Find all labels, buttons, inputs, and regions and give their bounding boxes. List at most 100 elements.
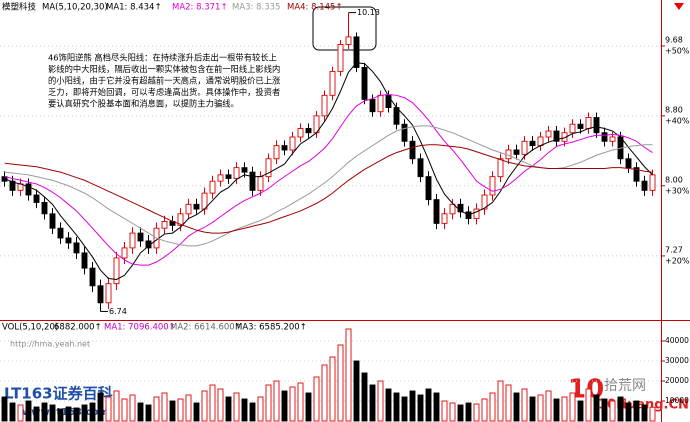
volume-bar <box>17 404 24 422</box>
volume-bar <box>617 396 624 422</box>
candle-body <box>593 117 600 134</box>
candle-body <box>401 123 408 142</box>
volume-bar <box>193 402 200 422</box>
moving-average-line <box>4 62 653 281</box>
candle-body <box>57 227 64 239</box>
volume-bar <box>553 398 560 422</box>
volume-legend: MA2: 6614.600↑ <box>170 323 242 333</box>
volume-bar <box>481 398 488 422</box>
y-tick-label: 9.68 <box>665 35 683 44</box>
annotation-text: 46饰阳逆熊 高档尽头阳线：在持续涨升后走出一根带有较长上 <box>48 53 277 63</box>
volume-bar <box>201 390 208 422</box>
volume-bar <box>73 407 80 422</box>
moving-average-line <box>4 144 653 234</box>
candle-body <box>121 247 128 259</box>
volume-bar <box>345 328 352 422</box>
candle-body <box>649 174 656 191</box>
volume-bar <box>137 402 144 422</box>
percent-label: +50% <box>665 46 690 55</box>
candle-body <box>97 285 104 304</box>
candle-body <box>193 203 200 210</box>
volume-bar <box>377 380 384 422</box>
volume-bar <box>97 392 104 422</box>
volume-bar <box>585 388 592 422</box>
candle-body <box>337 43 344 72</box>
legend-entry: MA4: 8.145↑ <box>287 3 343 13</box>
candle-body <box>185 203 192 215</box>
volume-bar <box>57 408 64 422</box>
volume-bar <box>81 404 88 422</box>
annotation-text: 要认真研究个股基本面和消息面，以提防主力骗线。 <box>48 99 239 109</box>
candle-body <box>105 283 112 304</box>
volume-bar <box>273 380 280 422</box>
volume-bar <box>505 384 512 422</box>
volume-bar <box>641 404 648 422</box>
candle-body <box>289 136 296 151</box>
volume-bar <box>209 384 216 422</box>
volume-bar <box>425 388 432 422</box>
volume-bar <box>577 400 584 422</box>
volume-title: VOL(5,10,20) <box>2 323 58 333</box>
candle-body <box>481 194 488 210</box>
volume-bar <box>129 394 136 422</box>
candle-body <box>385 94 392 109</box>
candle-body <box>529 140 536 147</box>
volume-bar <box>393 392 400 422</box>
volume-bar <box>105 396 112 422</box>
candle-body <box>305 128 312 134</box>
candle-body <box>473 208 480 220</box>
volume-bar <box>337 344 344 422</box>
candle-body <box>489 176 496 196</box>
volume-bar <box>465 402 472 422</box>
candle-body <box>265 158 272 178</box>
candle-body <box>281 145 288 151</box>
volume-bar <box>33 406 40 422</box>
candle-body <box>273 145 280 160</box>
candle-body <box>497 158 504 178</box>
low-label: 6.74 <box>109 307 127 316</box>
candle-body <box>425 176 432 201</box>
candle-body <box>409 140 416 160</box>
candle-body <box>577 123 584 129</box>
volume-bar <box>145 404 152 422</box>
percent-label: +40% <box>665 116 690 125</box>
volume-bar <box>401 396 408 422</box>
candle-body <box>633 167 640 182</box>
volume-bar <box>249 402 256 422</box>
candle-body <box>545 130 552 138</box>
volume-bar <box>649 406 656 422</box>
candle-body <box>297 128 304 138</box>
volume-bar <box>65 406 72 422</box>
volume-bar <box>449 402 456 422</box>
volume-bar <box>41 402 48 422</box>
annotation-text: 乏力，即将开始回调，可以考虑逢高出货。具体操作中，投资者 <box>48 87 280 97</box>
volume-bar <box>9 402 16 422</box>
volume-bar <box>433 392 440 422</box>
candle-body <box>33 194 40 203</box>
volume-bar <box>521 388 528 422</box>
volume-bar <box>473 403 480 422</box>
volume-bar <box>281 390 288 422</box>
volume-bar <box>121 398 128 422</box>
candle-body <box>161 220 168 229</box>
highlight-box <box>312 6 377 51</box>
volume-bar <box>329 356 336 422</box>
candle-body <box>89 267 96 287</box>
moving-average-line <box>4 94 653 266</box>
volume-bar <box>313 376 320 422</box>
candle-body <box>257 176 264 191</box>
volume-tick-label: 10000 <box>665 396 689 405</box>
candle-body <box>321 94 328 117</box>
volume-legend: MA1: 7096.400↑ <box>104 323 176 333</box>
watermark-brand: LT163证券百科 <box>4 385 113 403</box>
watermark-site: www.lt163.com <box>22 407 109 418</box>
candle-body <box>345 36 352 45</box>
candle-body <box>81 252 88 269</box>
volume-bar <box>601 398 608 422</box>
volume-tick-label: 30000 <box>665 356 689 365</box>
volume-bar <box>113 390 120 422</box>
volume-bar <box>529 396 536 422</box>
annotation-text: 影线的中大阳线，隔后收出一颗实体被包含在前一阳线上影线内 <box>48 64 280 74</box>
volume-bar <box>385 388 392 422</box>
volume-bar <box>321 364 328 422</box>
